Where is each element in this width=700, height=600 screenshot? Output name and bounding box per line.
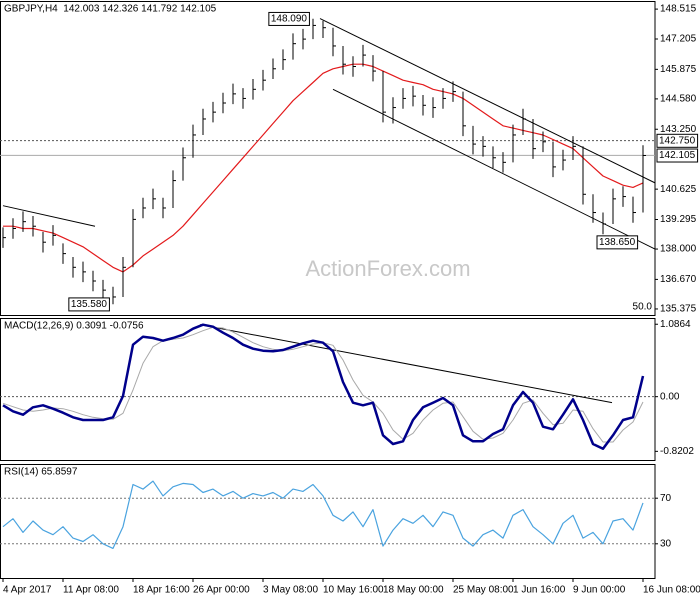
- price-annotation: 148.090: [271, 13, 308, 24]
- y-tick-label: 144.580: [660, 94, 697, 105]
- y-tick-label: 147.205: [660, 34, 697, 45]
- panel: [0, 464, 656, 579]
- x-tick-label: 11 Apr 08:00: [63, 585, 119, 596]
- x-tick-label: 25 May 08:00: [453, 585, 514, 596]
- trendline: [332, 88, 656, 250]
- trendline: [2, 205, 96, 227]
- watermark: ActionForex.com: [305, 256, 470, 281]
- x-tick-label: 4 Apr 2017: [3, 585, 52, 596]
- label-box: [656, 148, 699, 163]
- label-box: [596, 235, 639, 250]
- y-tick-label: 0.00: [660, 391, 680, 402]
- y-tick-label: 139.295: [660, 214, 697, 225]
- panel: [0, 318, 656, 461]
- x-tick-label: 18 May 00:00: [383, 585, 444, 596]
- x-tick-label: 18 Apr 16:00: [133, 585, 190, 596]
- panel-title: RSI(14) 65.8597: [4, 467, 78, 478]
- y-tick-label: 1.0864: [660, 319, 691, 330]
- y-tick-label: 70: [660, 493, 672, 504]
- x-tick-label: 3 May 08:00: [263, 585, 318, 596]
- trendline: [199, 324, 613, 404]
- y-tick-label: 136.670: [660, 274, 697, 285]
- y-tick-label: 143.250: [660, 124, 697, 135]
- moving-average: [3, 63, 644, 273]
- panel-title: MACD(12,26,9) 0.3091 -0.0756: [4, 321, 144, 332]
- label-box: [268, 11, 310, 26]
- y-tick-label: 135.375: [660, 304, 697, 315]
- rsi-line: [2, 480, 644, 549]
- y-tick-label: 148.515: [660, 4, 697, 15]
- x-tick-label: 9 Jun 00:00: [573, 585, 626, 596]
- label-box: [68, 297, 110, 312]
- trendline: [319, 18, 656, 184]
- price-annotation: 135.580: [71, 299, 108, 310]
- corner-label: 50.0: [633, 302, 653, 313]
- panel-title: GBPJPY,H4 142.003 142.326 141.792 142.10…: [4, 4, 217, 15]
- price-annotation: 138.650: [599, 237, 636, 248]
- y-tick-label: 138.000: [660, 244, 697, 255]
- macd-line: [2, 323, 645, 450]
- level-label: 142.750: [659, 135, 696, 146]
- y-tick-label: 140.625: [660, 184, 697, 195]
- y-tick-label: 145.875: [660, 64, 697, 75]
- level-label: 142.105: [659, 150, 696, 161]
- label-box: [656, 133, 699, 148]
- y-tick-label: -0.8202: [660, 446, 694, 457]
- signal-line: [2, 326, 644, 443]
- x-tick-label: 26 Apr 00:00: [193, 585, 250, 596]
- x-tick-label: 1 Jun 16:00: [513, 585, 566, 596]
- x-tick-label: 16 Jun 08:00: [643, 585, 700, 596]
- panel: [0, 1, 656, 316]
- x-tick-label: 10 May 16:00: [323, 585, 384, 596]
- y-tick-label: 30: [660, 538, 672, 549]
